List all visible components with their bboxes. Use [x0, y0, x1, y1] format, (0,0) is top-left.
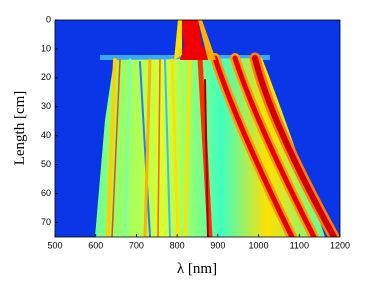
y-tick-label: 70	[41, 217, 51, 227]
y-tick-label: 0	[46, 14, 51, 24]
x-tick-label: 800	[170, 240, 185, 250]
y-axis-label: Length [cm]	[12, 91, 28, 166]
heatmap-field	[55, 20, 340, 237]
y-tick-label: 10	[41, 43, 51, 53]
y-tick-label: 20	[41, 72, 51, 82]
plot-frame	[54, 19, 341, 238]
x-tick-label: 1100	[290, 240, 309, 250]
y-tick-label: 50	[41, 159, 51, 169]
x-tick-label: 600	[88, 240, 103, 250]
x-tick-label: 1200	[330, 240, 350, 250]
x-tick-label: 1000	[249, 240, 269, 250]
y-tick-label: 40	[41, 130, 51, 140]
x-tick-label: 900	[210, 240, 225, 250]
y-tick-label: 30	[41, 101, 51, 111]
x-tick-label: 500	[47, 240, 62, 250]
x-axis-label: λ [nm]	[177, 261, 217, 277]
y-tick-label: 60	[41, 188, 51, 198]
x-tick-label: 700	[129, 240, 144, 250]
